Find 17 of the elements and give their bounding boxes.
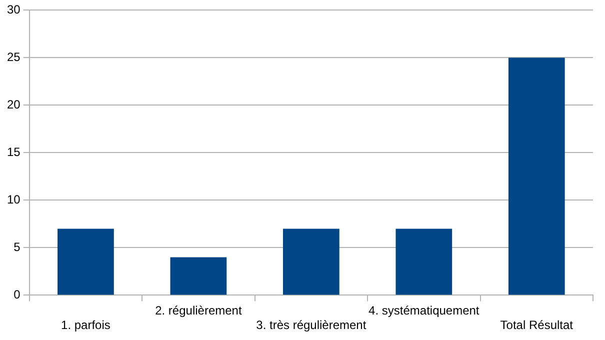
- y-tick-label: 0: [14, 288, 21, 302]
- x-tick-label: 4. systématiquement: [368, 304, 480, 318]
- bar: [282, 228, 340, 295]
- x-tick-label: 1. parfois: [61, 318, 110, 332]
- bar: [508, 58, 565, 295]
- bar: [396, 228, 452, 295]
- y-tick-label: 15: [6, 145, 21, 160]
- x-tick-label: Total Résultat: [500, 318, 574, 332]
- bar: [170, 257, 227, 295]
- bar: [58, 228, 114, 295]
- x-tick-label: 2. régulièrement: [155, 304, 242, 318]
- y-tick-label: 30: [6, 2, 21, 17]
- y-tick-label: 5: [14, 240, 21, 254]
- y-tick-label: 10: [6, 192, 21, 207]
- y-tick-label: 20: [6, 98, 21, 112]
- y-tick-label: 25: [6, 50, 21, 64]
- x-tick-label: 3. très régulièrement: [256, 318, 367, 332]
